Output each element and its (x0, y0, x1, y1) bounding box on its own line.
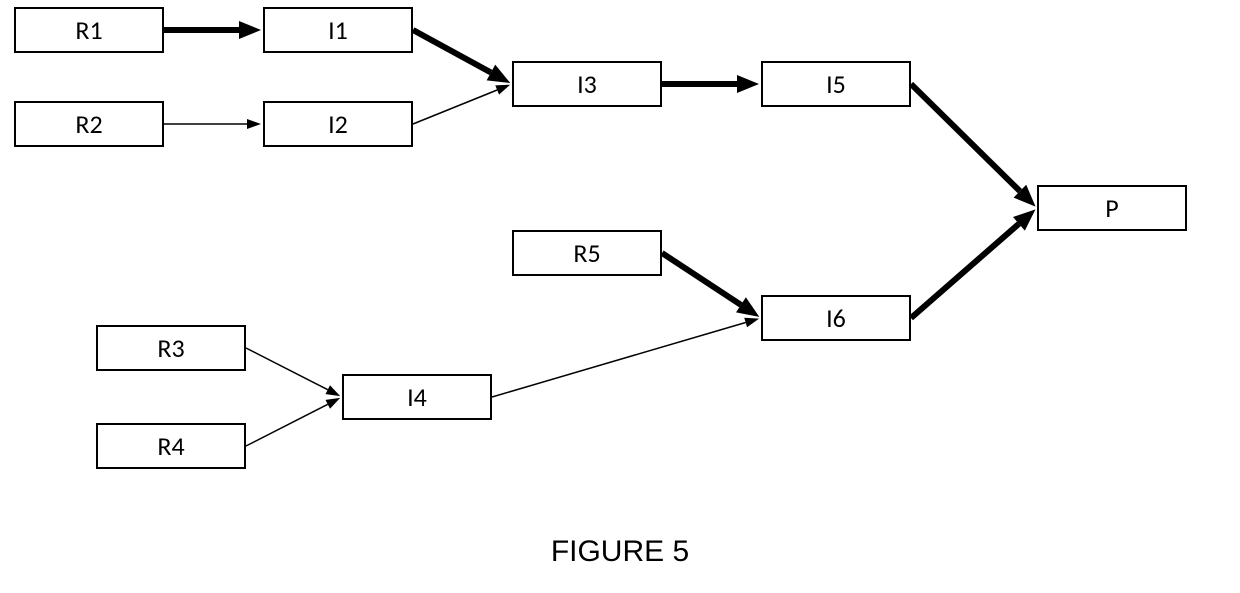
edge (246, 404, 328, 446)
figure-caption-text: FIGURE 5 (551, 535, 689, 568)
node-p: P (1037, 185, 1187, 231)
node-i5: I5 (761, 61, 911, 107)
node-label: I5 (826, 71, 846, 97)
node-label: I1 (328, 17, 348, 43)
node-label: I2 (328, 111, 348, 137)
node-r2: R2 (14, 101, 164, 147)
node-label: I3 (577, 71, 597, 97)
arrowhead-icon (1013, 209, 1035, 230)
edge (911, 84, 1020, 191)
node-i1: I1 (263, 7, 413, 53)
node-i6: I6 (761, 295, 911, 341)
arrowhead-icon (1014, 185, 1036, 207)
node-label: P (1105, 195, 1118, 221)
arrowhead-icon (325, 385, 340, 396)
edge (662, 253, 741, 305)
figure-caption: FIGURE 5 (0, 535, 1240, 569)
arrowhead-icon (247, 119, 261, 129)
node-i2: I2 (263, 101, 413, 147)
node-label: R5 (573, 240, 600, 266)
arrowhead-icon (325, 398, 340, 409)
edge (413, 30, 491, 73)
node-label: I6 (826, 305, 846, 331)
edge (246, 348, 328, 390)
arrowhead-icon (487, 65, 511, 83)
diagram-stage: R1 R2 I1 I2 I3 I5 P R5 I6 R3 R4 I4 FIGUR… (0, 0, 1240, 593)
node-label: R3 (157, 335, 184, 361)
arrowhead-icon (736, 297, 759, 317)
arrowhead-icon (744, 318, 759, 328)
edge (413, 90, 497, 124)
node-i3: I3 (512, 61, 662, 107)
node-label: R4 (157, 433, 184, 459)
node-r4: R4 (96, 423, 246, 469)
node-label: R2 (75, 111, 102, 137)
node-r1: R1 (14, 7, 164, 53)
arrowhead-icon (737, 75, 759, 93)
node-r5: R5 (512, 230, 662, 276)
node-r3: R3 (96, 325, 246, 371)
node-i4: I4 (342, 374, 492, 420)
arrowhead-icon (495, 85, 510, 95)
edge (492, 323, 746, 397)
edge (911, 224, 1019, 318)
arrowhead-icon (239, 21, 261, 39)
node-label: R1 (75, 17, 102, 43)
node-label: I4 (407, 384, 427, 410)
